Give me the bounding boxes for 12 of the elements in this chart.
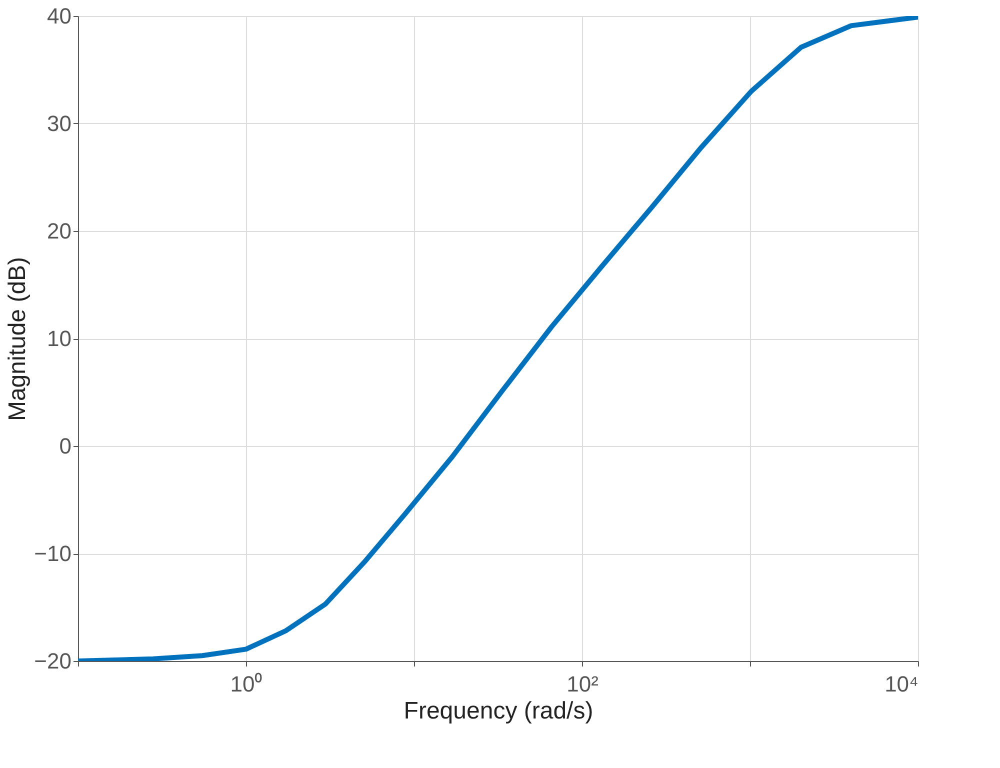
y-tick-label: 0 (59, 434, 72, 458)
y-tick-label: 10 (47, 326, 72, 351)
x-tick-label: 10² (566, 672, 598, 696)
x-tick-label: 10⁴ (884, 672, 918, 696)
y-tick-label: 20 (47, 218, 72, 244)
y-tick-label: 30 (47, 111, 72, 136)
x-axis-title: Frequency (rad/s) (404, 698, 594, 724)
x-tick-label: 10⁰ (230, 672, 263, 696)
y-tick-label: −10 (34, 541, 72, 566)
y-tick-label: −20 (34, 648, 72, 674)
y-tick-label: 40 (47, 4, 72, 28)
y-axis-title: Magnitude (dB) (4, 256, 32, 422)
